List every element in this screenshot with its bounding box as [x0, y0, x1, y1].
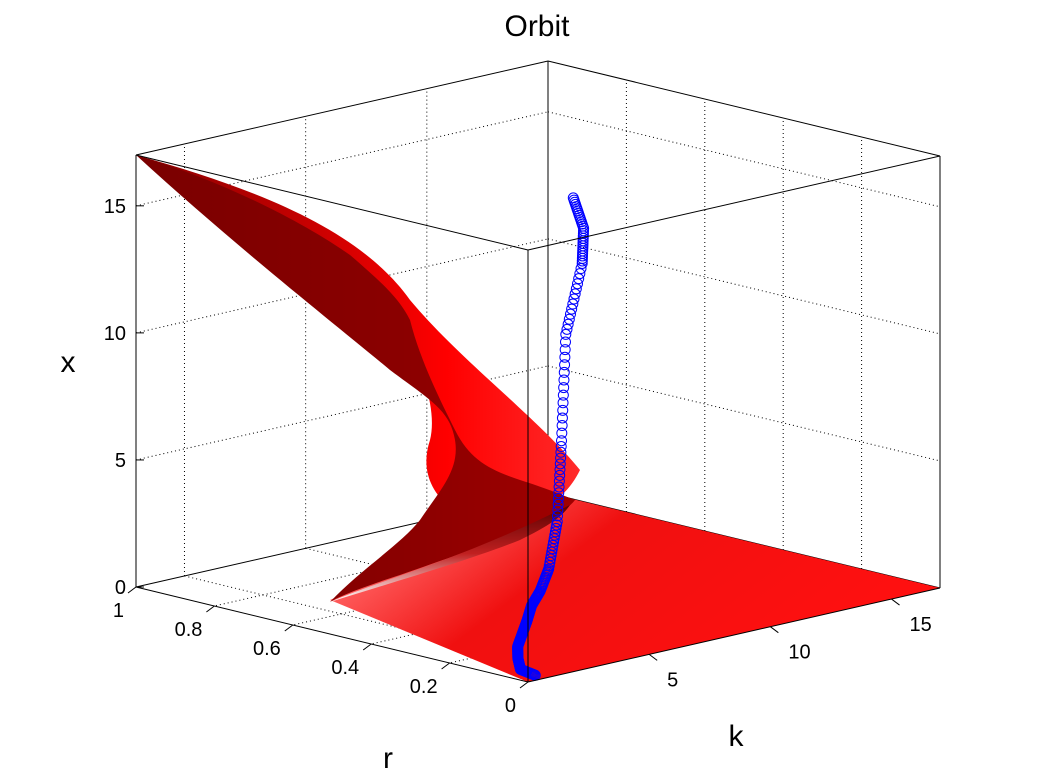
grid-z-wall2: [547, 238, 941, 335]
grid-z-wall2: [547, 111, 941, 208]
k-tick-label: 15: [910, 614, 932, 636]
orbit-point: [569, 288, 581, 300]
r-tick-label: 0.8: [175, 619, 203, 641]
r-tick-label: 0.4: [331, 657, 359, 679]
orbit-point: [566, 303, 578, 315]
z-tick-label: 10: [104, 323, 126, 345]
orbit-point: [551, 519, 563, 531]
r-tick-label: 0.6: [253, 638, 281, 660]
r-tick-label: 1: [113, 600, 124, 622]
r-tick-mark: [284, 624, 294, 632]
x-axis-label: k: [729, 720, 745, 753]
orbit-point: [553, 487, 565, 499]
orbit-point: [552, 504, 564, 516]
z-axis-label: x: [61, 346, 76, 379]
surface-front-sheet: [136, 155, 575, 602]
orbit-point: [558, 366, 570, 378]
r-tick-label: 0.2: [410, 676, 438, 698]
surface: [136, 155, 940, 682]
orbit-point: [573, 273, 585, 285]
orbit-point: [567, 298, 579, 310]
box-edge-floor-left: [135, 586, 529, 683]
k-tick-mark: [891, 598, 900, 606]
orbit-point: [559, 351, 571, 363]
box-edge-top-front-right: [527, 155, 941, 251]
chart-title: Orbit: [504, 10, 570, 43]
r-tick-mark: [127, 586, 137, 594]
orbit-point: [557, 389, 569, 401]
orbit-point: [552, 510, 564, 522]
orbit-point: [556, 420, 568, 432]
orbit-point: [558, 374, 570, 386]
k-tick-mark: [648, 653, 658, 661]
orbit-point: [558, 382, 570, 394]
orbit-point: [574, 268, 586, 280]
orbit-point: [568, 293, 580, 305]
orbit-point: [554, 464, 566, 476]
orbit-point: [555, 441, 567, 453]
box-edge-floor-right: [527, 587, 941, 683]
orbit-point: [567, 192, 579, 204]
r-tick-mark: [362, 643, 372, 651]
box-edge-back-floor-right: [547, 492, 941, 589]
orbit-point: [555, 446, 567, 458]
grid-z-wall1: [135, 238, 549, 334]
grid-r-floor: [214, 511, 627, 607]
orbit-point: [554, 469, 566, 481]
orbit-series: [512, 192, 590, 681]
axes-box-front: [135, 154, 941, 683]
orbit-point: [560, 328, 572, 340]
orbit-point: [563, 313, 575, 325]
orbit-point: [553, 481, 565, 493]
orbit-point: [570, 283, 582, 295]
orbit-point: [553, 475, 565, 487]
z-tick-label: 15: [104, 196, 126, 218]
z-tick-label: 5: [115, 450, 126, 472]
orbit-point: [557, 404, 569, 416]
y-axis-label: r: [383, 742, 393, 775]
r-tick-mark: [519, 681, 529, 689]
r-tick-mark: [441, 662, 450, 670]
r-tick-mark: [206, 605, 215, 613]
surface-fold-bright: [136, 155, 580, 520]
orbit-point: [562, 318, 574, 330]
orbit-point: [556, 435, 568, 447]
orbit-point: [559, 336, 571, 348]
orbit-point: [550, 522, 562, 534]
grid-z-wall2: [547, 365, 941, 462]
box-edge-top-left: [135, 60, 549, 156]
orbit-point: [552, 493, 564, 505]
orbit-point: [556, 427, 568, 439]
orbit-point: [555, 452, 567, 464]
k-tick-mark: [770, 626, 779, 634]
orbit-point: [572, 278, 584, 290]
box-edge-top-right: [547, 60, 941, 157]
orbit-point: [556, 412, 568, 424]
r-tick-label: 0: [505, 695, 516, 717]
orbit-point: [554, 458, 566, 470]
z-tick-label: 0: [115, 577, 126, 599]
orbit-point: [557, 397, 569, 409]
orbit-point: [551, 516, 563, 528]
grid-z-wall1: [135, 111, 549, 207]
orbit-point: [559, 344, 571, 356]
box-edge-top-front-left: [135, 154, 529, 251]
orbit-point: [561, 323, 573, 335]
orbit-point: [552, 498, 564, 510]
orbit-point: [559, 359, 571, 371]
k-tick-label: 10: [788, 642, 810, 664]
orbit-point: [564, 308, 576, 320]
k-tick-label: 5: [667, 669, 678, 691]
